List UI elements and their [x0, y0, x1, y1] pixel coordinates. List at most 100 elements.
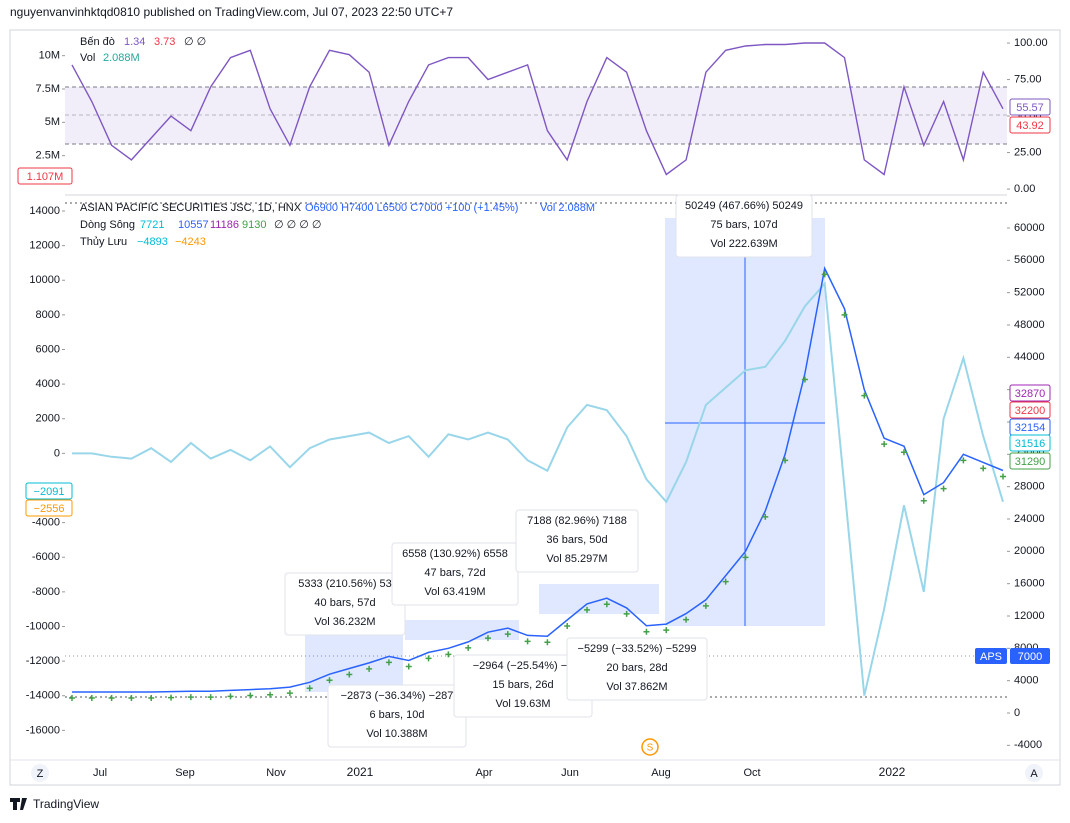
- price-cross: [88, 694, 95, 701]
- x-tick-label: Oct: [743, 767, 760, 779]
- stoch-k-badge: 55.57: [1016, 102, 1044, 114]
- price-cross: [603, 601, 610, 608]
- ma-badge-bg: [1009, 452, 1051, 470]
- ohlc: O6900 H7400 L6500 C7000 +100 (+1.45%): [305, 202, 518, 214]
- price-badge-bg: [1010, 648, 1050, 664]
- axis-button-label[interactable]: Z: [37, 768, 44, 780]
- price-cross: [920, 497, 927, 504]
- price-line: [72, 266, 1004, 693]
- x-tick-label: 2022: [879, 765, 906, 779]
- measure-text: 6 bars, 10d: [369, 709, 424, 721]
- right-tick-label: 60000: [1014, 222, 1045, 234]
- left-tick-label: -4000: [32, 517, 60, 529]
- price-cross: [722, 578, 729, 585]
- measure-box: [675, 194, 813, 258]
- ma-badge-bg: [1009, 384, 1051, 402]
- price-cross: [881, 441, 888, 448]
- measure-box: [566, 637, 708, 701]
- measure-text: Vol 10.388M: [366, 728, 427, 740]
- price-cross: [247, 692, 254, 699]
- right-tick-label: 75.00: [1014, 73, 1042, 85]
- x-tick-label: 2021: [347, 765, 374, 779]
- axis-button[interactable]: [31, 764, 49, 782]
- volume-badge-bg: [17, 167, 73, 185]
- price-cross: [940, 485, 947, 492]
- price-cross: [148, 694, 155, 701]
- left-tick-label: 8000: [36, 309, 60, 321]
- x-tick-label: Jun: [561, 767, 579, 779]
- price-cross: [980, 465, 987, 472]
- stoch-d: 3.73: [154, 36, 175, 48]
- x-tick-label: Jul: [93, 767, 107, 779]
- axis-button[interactable]: [1025, 764, 1043, 782]
- event-icon-label: S: [647, 743, 654, 754]
- ma-badge-bg: [1009, 401, 1051, 419]
- price-cross: [584, 606, 591, 613]
- right-tick-label: 0: [1014, 707, 1020, 719]
- price-cross: [346, 671, 353, 678]
- left-tick-label: -14000: [26, 690, 60, 702]
- measure-text: −2964 (−25.54%) −2: [473, 660, 574, 672]
- price-cross: [861, 392, 868, 399]
- main-vol: Vol 2.088M: [540, 202, 595, 214]
- measure-text: 5333 (210.56%) 53: [298, 578, 392, 590]
- osc-badge: −2556: [34, 503, 65, 515]
- price-cross: [524, 638, 531, 645]
- right-tick-label: 16000: [1014, 578, 1045, 590]
- left-tick-label: 14000: [29, 205, 60, 217]
- measure-text: Vol 222.639M: [710, 238, 777, 250]
- price-cross: [544, 639, 551, 646]
- right-tick-label: 24000: [1014, 513, 1045, 525]
- left-tick-label: 10M: [39, 50, 60, 62]
- measure-text: Vol 37.862M: [606, 681, 667, 693]
- price-badge: 7000: [1018, 651, 1042, 663]
- stoch-name: Bến đò: [80, 36, 115, 48]
- measure-text: 7188 (82.96%) 7188: [527, 515, 627, 527]
- price-cross: [187, 694, 194, 701]
- measure-box: [515, 509, 639, 573]
- x-tick-label: Apr: [475, 767, 492, 779]
- symbol-badge: APS: [980, 651, 1002, 663]
- event-icon[interactable]: [641, 738, 659, 756]
- ma-badge: 31516: [1015, 438, 1046, 450]
- left-tick-label: 4000: [36, 378, 60, 390]
- price-cross: [960, 457, 967, 464]
- stoch-extra: ∅ ∅: [184, 36, 206, 48]
- axis-button-label[interactable]: A: [1030, 768, 1038, 780]
- price-cross: [385, 659, 392, 666]
- x-tick-label: Aug: [651, 767, 671, 779]
- measure-text: Vol 36.232M: [314, 616, 375, 628]
- left-tick-label: 5M: [45, 116, 60, 128]
- ma-badge: 32154: [1015, 422, 1046, 434]
- price-cross: [168, 694, 175, 701]
- right-tick-label: -4000: [1014, 739, 1042, 751]
- ma-badge: 31290: [1015, 456, 1046, 468]
- price-cross: [1000, 473, 1006, 480]
- measure-text: 36 bars, 50d: [546, 534, 607, 546]
- price-cross: [267, 691, 274, 698]
- measure-shade: [405, 620, 519, 640]
- vol-value: 2.088M: [103, 52, 140, 64]
- price-cross: [702, 602, 709, 609]
- osc-badge-bg: [25, 482, 73, 500]
- price-cross: [425, 655, 432, 662]
- left-tick-label: 10000: [29, 274, 60, 286]
- right-tick-label: 0.00: [1014, 183, 1035, 195]
- left-tick-label: 6000: [36, 343, 60, 355]
- price-cross: [782, 457, 789, 464]
- right-tick-label: 44000: [1014, 351, 1045, 363]
- price-cross: [326, 677, 333, 684]
- price-cross: [286, 690, 293, 697]
- dong-song-value: 7721: [140, 219, 164, 231]
- left-tick-label: 7.5M: [36, 83, 60, 95]
- measure-box: [391, 542, 519, 606]
- price-cross: [108, 694, 115, 701]
- measure-text: 47 bars, 72d: [424, 567, 485, 579]
- price-cross: [564, 623, 571, 630]
- dong-song-name: Dòng Sông: [80, 219, 135, 231]
- right-tick-label: 12000: [1014, 610, 1045, 622]
- right-tick-label: 4000: [1014, 675, 1038, 687]
- price-cross: [366, 665, 373, 672]
